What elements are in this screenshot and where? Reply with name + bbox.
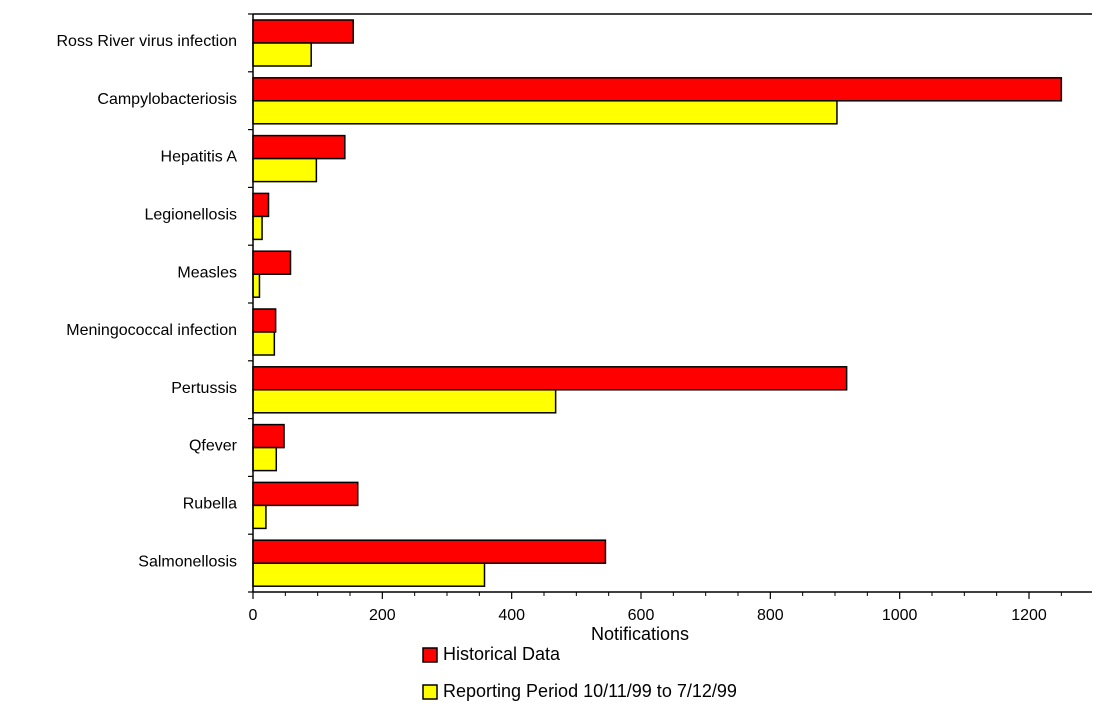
- x-axis-title: Notifications: [591, 624, 689, 644]
- category-label: Hepatitis A: [161, 149, 238, 166]
- bars-layer: [252, 19, 1063, 587]
- bar-historical-5: [252, 250, 292, 275]
- bar-historical-4: [252, 192, 270, 218]
- bar-reporting-10: [252, 562, 486, 587]
- x-tick-label: 600: [628, 607, 655, 624]
- bar-reporting-6: [252, 331, 276, 356]
- bar-reporting-9: [252, 504, 267, 530]
- bar-historical-9: [252, 481, 359, 507]
- axes: [248, 13, 1092, 593]
- bar-historical-3: [252, 134, 346, 160]
- legend-label-historical: Historical Data: [443, 644, 561, 664]
- bar-reporting-3: [252, 157, 318, 183]
- category-label: Legionellosis: [144, 207, 237, 224]
- legend-swatch-reporting: [422, 684, 438, 700]
- bar-reporting-4: [252, 215, 263, 241]
- category-label: Ross River virus infection: [57, 33, 238, 50]
- category-label: Salmonellosis: [138, 553, 237, 570]
- x-tick-label: 400: [498, 607, 525, 624]
- bar-historical-2: [252, 77, 1063, 102]
- legend-swatch-historical: [422, 647, 438, 663]
- bar-reporting-2: [252, 100, 838, 125]
- category-label: Meningococcal infection: [66, 322, 237, 339]
- x-tick-label: 800: [757, 607, 784, 624]
- category-label: Measles: [177, 264, 237, 281]
- legend-label-reporting: Reporting Period 10/11/99 to 7/12/99: [443, 681, 737, 701]
- x-tick-label: 0: [249, 607, 258, 624]
- x-axis-ticks: 0 200 400 600 800 1000 1200: [249, 592, 1062, 624]
- category-label: Qfever: [189, 438, 238, 455]
- bar-historical-8: [252, 423, 285, 449]
- bar-historical-6: [252, 308, 277, 333]
- bar-reporting-5: [252, 273, 261, 298]
- category-label: Pertussis: [171, 380, 237, 397]
- x-tick-label: 1200: [1011, 607, 1047, 624]
- category-label: Campylobacteriosis: [97, 91, 237, 108]
- bar-reporting-1: [252, 42, 312, 67]
- x-tick-label: 200: [369, 607, 396, 624]
- category-label: Rubella: [183, 496, 237, 513]
- bar-historical-10: [252, 539, 607, 564]
- bar-historical-7: [252, 366, 848, 391]
- bar-historical-1: [252, 19, 354, 44]
- legend: Historical Data Reporting Period 10/11/99…: [422, 644, 737, 701]
- x-tick-label: 1000: [882, 607, 918, 624]
- bar-reporting-7: [252, 389, 557, 414]
- category-labels: Ross River virus infection Campylobacteri…: [57, 33, 238, 570]
- bar-reporting-8: [252, 446, 278, 472]
